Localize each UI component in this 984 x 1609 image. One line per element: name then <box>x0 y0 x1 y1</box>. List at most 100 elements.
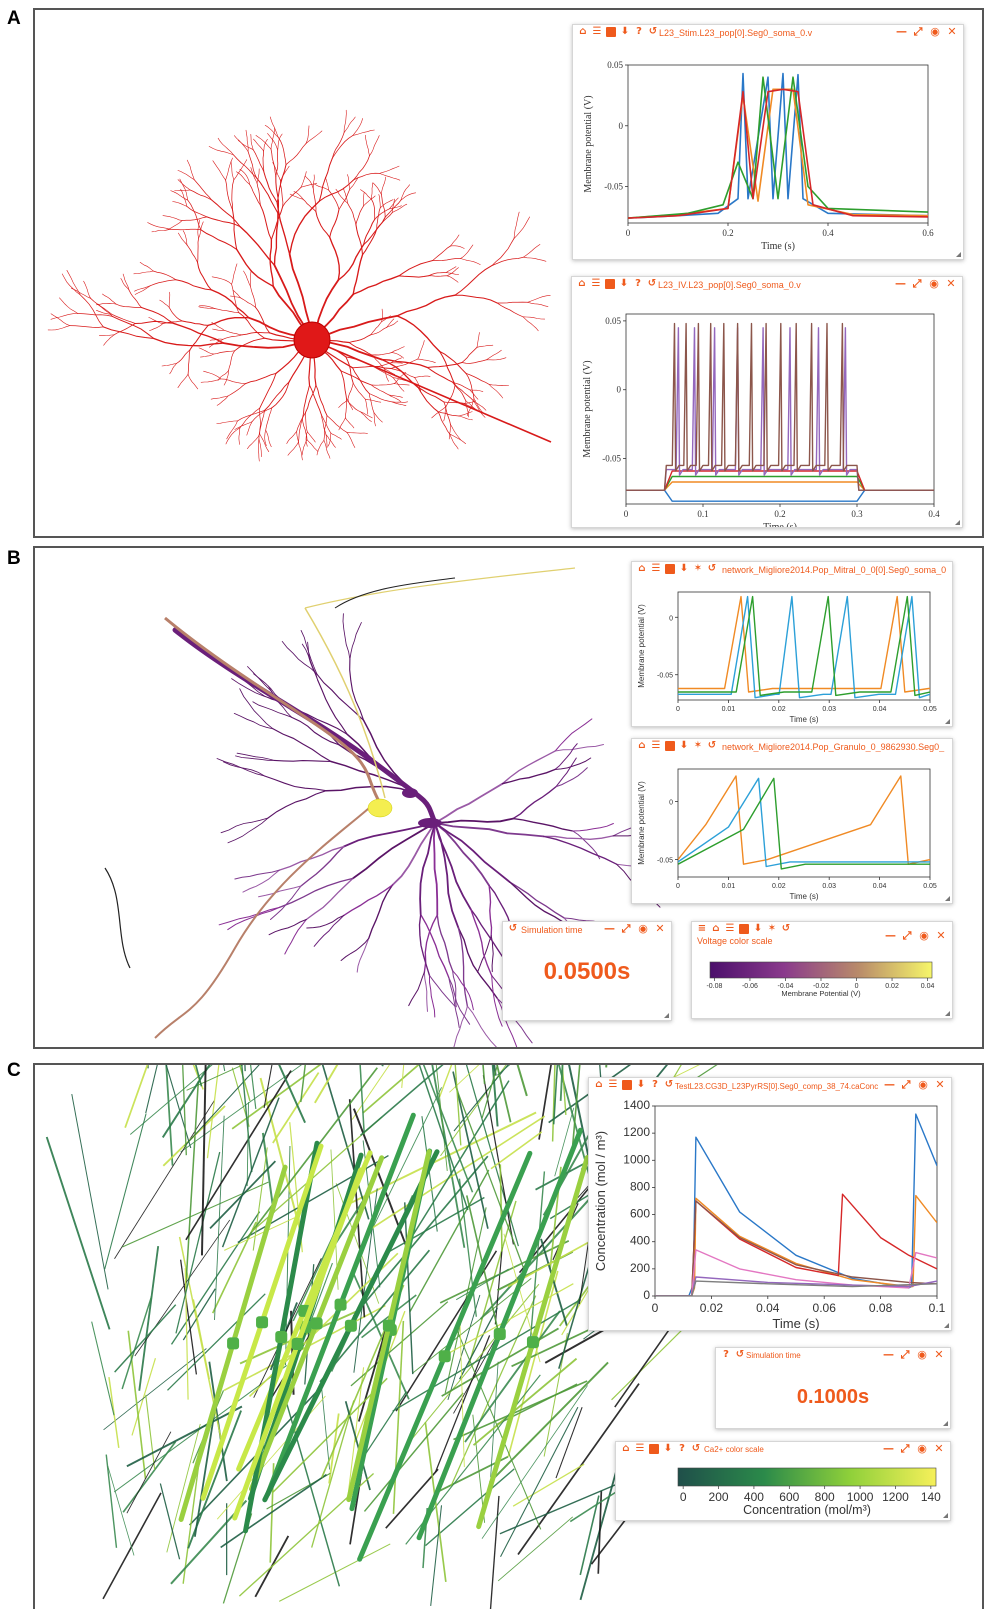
apical-dendrite <box>380 166 400 173</box>
x-tick-label: 0.03 <box>822 706 836 713</box>
apical-dendrite <box>264 172 277 203</box>
help-icon[interactable]: ? <box>721 1350 731 1360</box>
apical-dendrite <box>237 249 274 286</box>
dendrite <box>350 623 362 660</box>
dendrite <box>302 644 317 680</box>
panel-a: ⌂ ☰ ⬇ ? ↺ L23_Stim.L23_pop[0].Seg0_soma_… <box>33 8 984 538</box>
soma <box>368 799 392 817</box>
basal-dendrite <box>347 432 355 447</box>
basal-dendrite <box>326 435 327 448</box>
neurite <box>513 1464 584 1506</box>
history-icon[interactable]: ↺ <box>735 1350 745 1360</box>
dendrite <box>544 836 617 864</box>
apical-dendrite <box>373 183 381 195</box>
basal-dendrite <box>418 359 436 363</box>
soma <box>275 1331 287 1343</box>
line-chart[interactable]: 0 0.02 0.04 0.06 0.08 0.1 1400 1200 1000 800 600 40… <box>589 1078 951 1330</box>
apical-dendrite <box>379 194 381 207</box>
basal-dendrite <box>345 418 354 428</box>
apical-dendrite <box>316 212 330 238</box>
y-tick-label: 600 <box>630 1207 650 1221</box>
neurite <box>431 1505 442 1606</box>
resize-handle[interactable] <box>943 1513 948 1518</box>
neurite <box>450 1065 461 1145</box>
apical-dendrite <box>459 416 473 420</box>
apical-dendrite <box>523 317 538 331</box>
panel-c: ⌂ ☰ ⬇ ? ↺ TestL23.CG3D_L23PyrRS[0].Seg0_… <box>33 1063 984 1609</box>
dendrite <box>510 882 565 918</box>
dendrite <box>357 938 369 972</box>
basal-dendrite <box>387 321 398 327</box>
basal-dendrite <box>287 431 297 443</box>
apical-dendrite <box>250 184 261 205</box>
maximize-icon[interactable]: ⤢ <box>621 924 631 934</box>
apical-dendrite <box>446 267 456 273</box>
basal-dendrite <box>310 385 322 415</box>
minimize-icon[interactable]: — <box>604 924 614 934</box>
resize-handle[interactable] <box>956 252 961 257</box>
x-tick-label: 0.02 <box>772 883 786 890</box>
line-chart[interactable]: 0 0.2 0.4 0.6 0.05 0 -0.05 Time (s) Membrane pot… <box>573 25 963 259</box>
line-chart[interactable]: 0 0.01 0.02 0.03 0.04 0.05 0 -0.05 Time (s) Membr… <box>632 739 952 903</box>
neurite <box>122 1296 151 1389</box>
apical-dendrite <box>278 134 283 150</box>
close-icon[interactable]: ✕ <box>655 924 665 934</box>
resize-handle[interactable] <box>944 1323 949 1328</box>
dendrite <box>492 976 503 1027</box>
resize-handle[interactable] <box>945 1011 950 1016</box>
dendrite <box>274 760 331 761</box>
neurite <box>106 1455 116 1548</box>
apical-dendrite <box>265 125 278 137</box>
apical-dendrite <box>286 144 306 165</box>
apical-dendrite <box>194 180 212 200</box>
dendrite <box>409 972 425 1006</box>
neurite <box>199 1065 224 1071</box>
basal-dendrite <box>392 347 405 353</box>
x-tick-label: 0.4 <box>928 509 940 519</box>
resize-handle[interactable] <box>664 1013 669 1018</box>
basal-dendrite <box>265 430 267 446</box>
line-chart[interactable]: 0 0.1 0.2 0.3 0.4 0.05 0 -0.05 Time (s) Membrane … <box>572 277 962 527</box>
basal-dendrite <box>307 432 315 442</box>
collapse-icon[interactable]: ◉ <box>917 1350 927 1360</box>
apical-dendrite <box>198 238 199 263</box>
neurite <box>135 1220 230 1356</box>
resize-handle[interactable] <box>943 1421 948 1426</box>
minimize-icon[interactable]: — <box>883 1350 893 1360</box>
apical-dendrite <box>59 298 77 314</box>
apical-dendrite <box>99 335 114 336</box>
basal-dendrite <box>353 366 391 368</box>
collapse-icon[interactable]: ◉ <box>638 924 648 934</box>
maximize-icon[interactable]: ⤢ <box>900 1350 910 1360</box>
basal-dendrite <box>224 330 242 335</box>
dendrite <box>273 729 331 762</box>
apical-dendrite <box>182 217 207 221</box>
y-tick-label: 0 <box>643 1288 650 1302</box>
resize-handle[interactable] <box>945 896 950 901</box>
neurite <box>402 1065 415 1088</box>
x-tick-label: 0 <box>652 1301 659 1315</box>
close-icon[interactable]: ✕ <box>934 1350 944 1360</box>
apical-dendrite <box>364 217 386 245</box>
apical-dendrite <box>290 201 320 254</box>
basal-dendrite <box>327 416 347 433</box>
plot-frame <box>678 769 930 877</box>
apical-dendrite <box>305 176 313 189</box>
scale-tick-label: 600 <box>779 1490 799 1504</box>
basal-dendrite <box>235 422 252 430</box>
apical-dendrite <box>489 384 509 385</box>
line-chart[interactable]: 0 0.01 0.02 0.03 0.04 0.05 0 -0.05 Time (s) Membr… <box>632 562 952 726</box>
basal-dendrite <box>341 371 372 385</box>
basal-dendrite <box>214 351 235 354</box>
basal-dendrite <box>199 348 214 354</box>
basal-dendrite <box>372 353 392 356</box>
soma <box>335 1299 347 1311</box>
basal-dendrite <box>250 270 251 286</box>
apical-dendrite <box>149 324 162 331</box>
basal-dendrite <box>394 384 409 386</box>
resize-handle[interactable] <box>945 719 950 724</box>
resize-handle[interactable] <box>955 520 960 525</box>
apical-dendrite <box>523 257 546 261</box>
basal-dendrite <box>418 340 425 359</box>
history-icon[interactable]: ↺ <box>508 924 518 934</box>
